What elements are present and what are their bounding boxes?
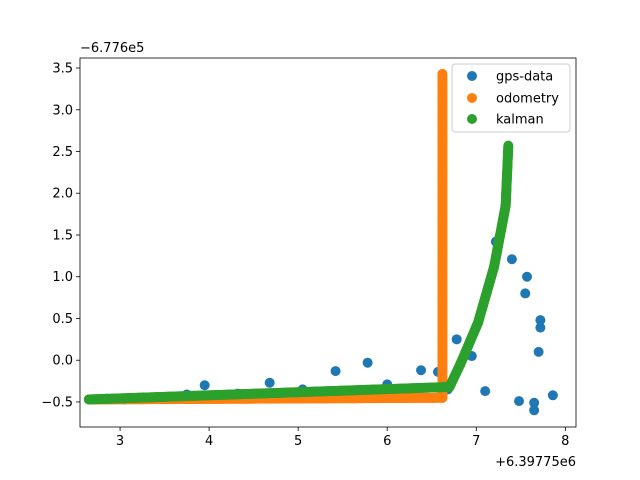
point-gps-data bbox=[330, 366, 341, 377]
point-gps-data bbox=[535, 315, 546, 326]
point-gps-data bbox=[529, 405, 540, 416]
point-gps-data bbox=[451, 334, 462, 345]
x-tick-label: 5 bbox=[294, 434, 302, 449]
y-tick-label: 2.5 bbox=[52, 145, 73, 160]
legend-marker-odometry bbox=[467, 93, 477, 103]
point-gps-data bbox=[535, 322, 546, 333]
legend-label-gps-data: gps-data bbox=[496, 70, 553, 85]
y-offset-label: −6.776e5 bbox=[80, 41, 144, 56]
x-offset-label: +6.39775e6 bbox=[495, 455, 576, 470]
point-gps-data bbox=[362, 357, 373, 368]
x-tick-label: 7 bbox=[472, 434, 480, 449]
point-gps-data bbox=[199, 380, 210, 391]
legend-box bbox=[451, 63, 571, 133]
point-gps-data bbox=[529, 397, 540, 408]
point-gps-data bbox=[520, 288, 531, 299]
legend-marker-kalman bbox=[467, 114, 477, 124]
y-tick-label: 3.5 bbox=[52, 62, 73, 77]
y-tick-label: 0.0 bbox=[52, 354, 73, 369]
y-tick-label: 0.5 bbox=[52, 312, 73, 327]
x-tick-label: 6 bbox=[383, 434, 391, 449]
x-axis: 3 4 5 6 7 8 bbox=[116, 427, 569, 449]
data-marks bbox=[83, 68, 558, 416]
point-gps-data bbox=[514, 396, 525, 407]
y-tick-label: 3.0 bbox=[52, 103, 73, 118]
legend-label-kalman: kalman bbox=[496, 113, 544, 128]
legend: gps-data odometry kalman bbox=[451, 63, 571, 133]
y-axis: −0.5 0.0 0.5 1.0 1.5 2.0 2.5 3.0 3.5 bbox=[41, 62, 80, 410]
point-gps-data bbox=[547, 390, 558, 401]
point-gps-data bbox=[522, 271, 533, 282]
legend-label-odometry: odometry bbox=[496, 92, 559, 107]
y-tick-label: 1.0 bbox=[52, 270, 73, 285]
plot-frame bbox=[79, 57, 577, 428]
point-gps-data bbox=[416, 365, 427, 376]
x-tick-label: 4 bbox=[205, 434, 213, 449]
point-kalman bbox=[503, 140, 514, 151]
x-tick-label: 8 bbox=[561, 434, 569, 449]
point-gps-data bbox=[533, 346, 544, 357]
legend-marker-gps-data bbox=[467, 71, 477, 81]
y-tick-label: 1.5 bbox=[52, 228, 73, 243]
x-tick-label: 3 bbox=[116, 434, 124, 449]
series-kalman bbox=[83, 140, 514, 405]
point-odometry bbox=[437, 68, 448, 79]
y-tick-label: 2.0 bbox=[52, 187, 73, 202]
point-gps-data bbox=[264, 377, 275, 388]
y-tick-label: −0.5 bbox=[41, 395, 73, 410]
point-gps-data bbox=[480, 386, 491, 397]
point-gps-data bbox=[506, 254, 517, 265]
